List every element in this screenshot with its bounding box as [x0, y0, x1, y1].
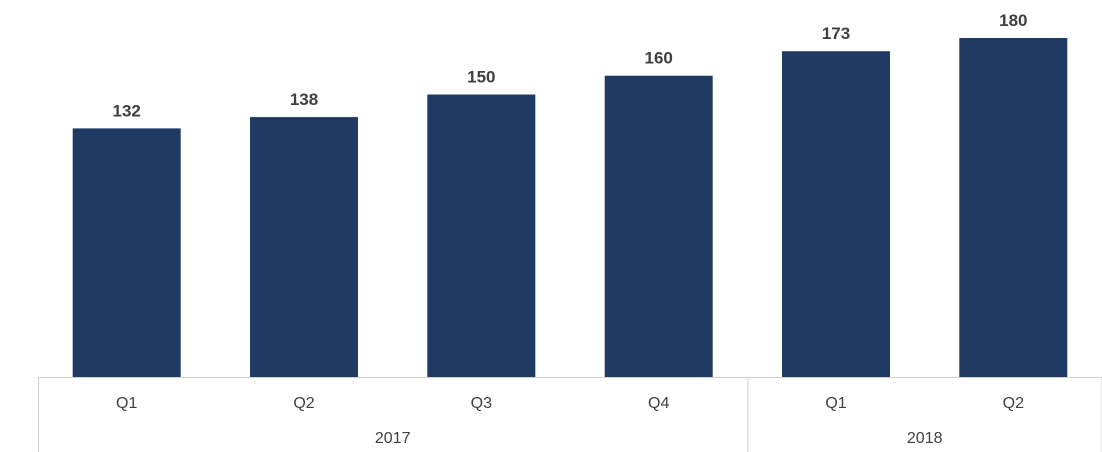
data-label-3: 150 [467, 68, 495, 87]
data-label-2: 138 [290, 90, 318, 109]
x-tick-label-2: Q2 [293, 395, 314, 412]
bar-5 [782, 51, 890, 377]
x-group-label-1: 2017 [375, 430, 411, 447]
x-tick-label-3: Q3 [471, 395, 492, 412]
data-labels-layer: 132 138 150 160 173 180 [113, 11, 1028, 120]
data-label-1: 132 [113, 101, 141, 120]
data-label-6: 180 [999, 11, 1027, 30]
x-tick-label-6: Q2 [1003, 395, 1024, 412]
x-tick-label-5: Q1 [825, 395, 846, 412]
x-axis: Q1 Q2 Q3 Q4 Q1 Q2 2017 2018 [38, 377, 1102, 452]
bar-4 [604, 75, 713, 377]
data-label-5: 173 [822, 24, 850, 43]
bar-1 [72, 128, 181, 377]
bar-3 [427, 94, 536, 377]
bars-layer [72, 38, 1068, 377]
x-tick-label-1: Q1 [116, 395, 137, 412]
x-tick-label-4: Q4 [648, 395, 669, 412]
x-group-label-2: 2018 [907, 430, 943, 447]
bar-2 [250, 117, 358, 377]
bar-6 [959, 38, 1068, 377]
data-label-4: 160 [645, 49, 673, 68]
